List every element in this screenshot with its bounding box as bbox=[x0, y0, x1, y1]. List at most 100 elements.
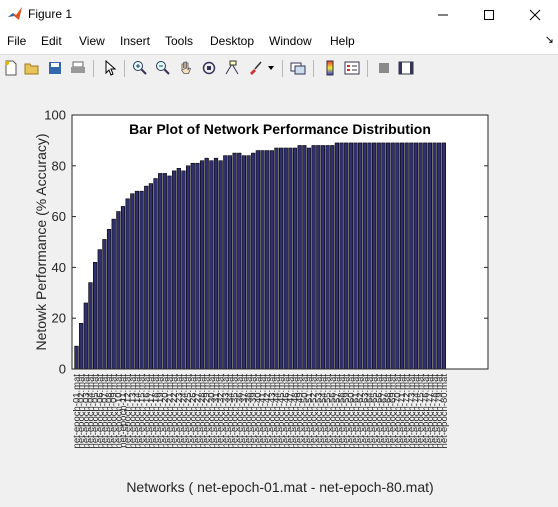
x-tick-label: net-epoch-30.mat bbox=[206, 374, 217, 449]
menu-file[interactable]: File bbox=[7, 34, 27, 48]
x-tick-label: net-epoch-79.mat bbox=[434, 374, 445, 449]
x-tick-label: net-epoch-44.mat bbox=[271, 374, 282, 449]
x-tick-label: net-epoch-54.mat bbox=[318, 374, 329, 449]
x-tick-label: net-epoch-15.mat bbox=[137, 374, 148, 449]
x-tick-label: net-epoch-37.mat bbox=[239, 374, 250, 449]
bar-net-epoch-69.mat bbox=[390, 142, 395, 370]
x-tick-label: net-epoch-05.mat bbox=[90, 374, 101, 449]
x-tick-label: net-epoch-24.mat bbox=[178, 374, 189, 449]
x-tick-label: net-epoch-39.mat bbox=[248, 374, 259, 449]
brush-dropdown-icon[interactable] bbox=[266, 59, 276, 77]
x-tick-label: net-epoch-23.mat bbox=[174, 374, 185, 449]
bar-net-epoch-27.mat bbox=[195, 162, 200, 370]
x-tick-label: net-epoch-51.mat bbox=[304, 374, 315, 449]
minimize-button[interactable] bbox=[420, 0, 466, 29]
x-tick-label: net-epoch-18.mat bbox=[151, 374, 162, 449]
window-title: Figure 1 bbox=[28, 7, 73, 21]
bar-net-epoch-56.mat bbox=[330, 145, 335, 370]
open-file-icon[interactable] bbox=[23, 59, 41, 77]
maximize-button[interactable] bbox=[466, 0, 512, 29]
x-tick-label: net-epoch-61.mat bbox=[351, 374, 362, 449]
hide-plot-tools-icon[interactable] bbox=[375, 59, 393, 77]
bar-net-epoch-14.mat bbox=[134, 190, 140, 370]
bar-net-epoch-07.mat bbox=[102, 239, 107, 370]
print-icon[interactable] bbox=[69, 59, 87, 77]
x-tick-label: net-epoch-65.mat bbox=[369, 374, 380, 449]
x-tick-label: net-epoch-62.mat bbox=[355, 374, 366, 449]
close-button[interactable] bbox=[512, 0, 558, 29]
legend-icon[interactable] bbox=[343, 59, 361, 77]
x-tick-label: net-epoch-63.mat bbox=[360, 374, 371, 449]
dock-arrow-icon[interactable]: ↘ bbox=[544, 34, 554, 46]
x-tick-label: net-epoch-52.mat bbox=[309, 374, 320, 449]
bar-net-epoch-80.mat bbox=[441, 142, 446, 370]
new-figure-icon[interactable] bbox=[2, 59, 20, 77]
bar-net-epoch-02.mat bbox=[79, 322, 84, 370]
bar-net-epoch-37.mat bbox=[241, 155, 247, 370]
bar-net-epoch-75.mat bbox=[418, 142, 423, 370]
x-tick-label: net-epoch-21.mat bbox=[165, 374, 176, 449]
x-tick-label: net-epoch-06.mat bbox=[95, 374, 106, 449]
menu-bar: File Edit View Insert Tools Desktop Wind… bbox=[0, 29, 558, 54]
colorbar-icon[interactable] bbox=[321, 59, 339, 77]
x-tick-label: net-epoch-58.mat bbox=[337, 374, 348, 449]
x-tick-label: net-epoch-41.mat bbox=[258, 374, 269, 449]
y-tick-label: 0 bbox=[59, 362, 66, 377]
x-tick-label: net-epoch-26.mat bbox=[188, 374, 199, 449]
x-tick-label: net-epoch-16.mat bbox=[141, 374, 152, 449]
x-tick-label: net-epoch-66.mat bbox=[374, 374, 385, 449]
x-tick-label: net-epoch-14.mat bbox=[132, 374, 143, 449]
x-tick-label: net-epoch-31.mat bbox=[211, 374, 222, 449]
x-tick-label: net-epoch-11.mat bbox=[118, 374, 129, 448]
x-tick-label: net-epoch-22.mat bbox=[169, 374, 180, 449]
bar-net-epoch-30.mat bbox=[209, 160, 214, 370]
x-tick-label: net-epoch-17.mat bbox=[146, 374, 157, 449]
pan-hand-icon[interactable] bbox=[177, 59, 195, 77]
chart-title: Bar Plot of Network Performance Distribu… bbox=[129, 121, 431, 137]
bar-net-epoch-36.mat bbox=[237, 152, 242, 370]
menu-help[interactable]: Help bbox=[330, 34, 355, 48]
x-tick-label: net-epoch-35.mat bbox=[230, 374, 241, 449]
x-tick-label: net-epoch-72.mat bbox=[402, 374, 413, 449]
show-plot-tools-icon[interactable] bbox=[397, 59, 415, 77]
bar-net-epoch-08.mat bbox=[106, 229, 112, 370]
menu-insert[interactable]: Insert bbox=[120, 34, 151, 48]
data-cursor-icon[interactable] bbox=[223, 59, 241, 77]
bar-net-epoch-29.mat bbox=[204, 157, 209, 370]
menu-view[interactable]: View bbox=[79, 34, 105, 48]
menu-window[interactable]: Window bbox=[269, 34, 312, 48]
zoom-in-icon[interactable] bbox=[131, 59, 149, 77]
x-tick-label: net-epoch-33.mat bbox=[220, 374, 231, 449]
select-arrow-icon[interactable] bbox=[101, 59, 119, 77]
matlab-logo-icon bbox=[8, 7, 22, 20]
rotate-3d-icon[interactable] bbox=[200, 59, 218, 77]
bar-net-epoch-39.mat bbox=[251, 152, 256, 370]
figure-toolbar bbox=[0, 54, 558, 83]
zoom-out-icon[interactable] bbox=[154, 59, 172, 77]
bar-net-epoch-21.mat bbox=[167, 175, 172, 370]
x-tick-label: net-epoch-19.mat bbox=[155, 374, 166, 449]
bar-net-epoch-44.mat bbox=[274, 147, 279, 370]
link-plot-icon[interactable] bbox=[289, 59, 307, 77]
toolbar-separator bbox=[93, 60, 94, 77]
x-tick-label: net-epoch-25.mat bbox=[183, 374, 194, 449]
menu-tools[interactable]: Tools bbox=[165, 34, 194, 48]
x-tick-label: net-epoch-53.mat bbox=[313, 374, 324, 449]
x-tick-label: net-epoch-64.mat bbox=[364, 374, 375, 449]
save-icon[interactable] bbox=[46, 59, 64, 77]
bar-net-epoch-77.mat bbox=[427, 142, 433, 370]
x-tick-label: net-epoch-20.mat bbox=[160, 374, 171, 449]
bar-net-epoch-61.mat bbox=[353, 142, 358, 370]
bar-net-epoch-17.mat bbox=[148, 183, 154, 370]
bar-net-epoch-47.mat bbox=[288, 147, 293, 370]
bar-net-epoch-18.mat bbox=[153, 178, 158, 370]
bar-net-epoch-68.mat bbox=[385, 142, 391, 370]
bar-net-epoch-01.mat bbox=[74, 345, 79, 370]
bar-net-epoch-26.mat bbox=[190, 162, 195, 370]
brush-icon[interactable] bbox=[246, 59, 264, 77]
x-tick-label: net-epoch-04.mat bbox=[85, 374, 96, 449]
x-tick-label: net-epoch-75.mat bbox=[416, 374, 427, 449]
menu-desktop[interactable]: Desktop bbox=[210, 34, 255, 48]
menu-edit[interactable]: Edit bbox=[41, 34, 62, 48]
x-tick-label: net-epoch-36.mat bbox=[234, 374, 245, 449]
